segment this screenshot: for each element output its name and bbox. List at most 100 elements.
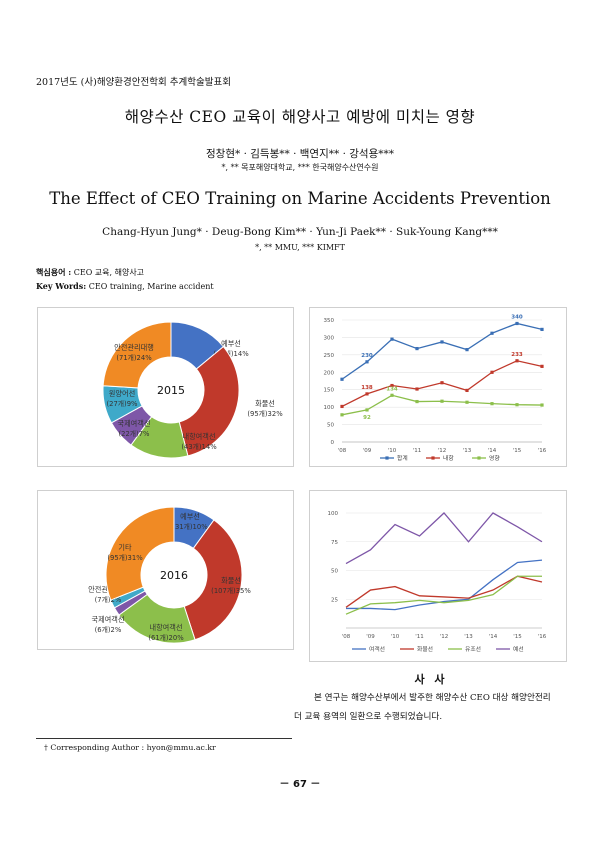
data-point [440,399,444,403]
footnote-divider [36,738,292,739]
slice-label: 원양어선 [109,389,135,398]
donut-center-label: 2016 [160,569,188,582]
series-line [346,559,543,611]
slice-label: 안전관리대행 [114,343,154,352]
data-label: 230 [361,353,373,359]
x-tick-label: '13 [463,448,472,454]
data-point [365,392,369,396]
donut-chart-2016: 예부선(31개)10% 화물선(107개)35% 내항여객선(61개)20% 국제여객… [88,506,251,644]
data-point [465,400,469,404]
data-point [515,359,519,363]
slice-label: 국제여객선 [91,615,124,624]
data-point [540,364,544,368]
paper-title-korean: 해양수산 CEO 교육이 해양사고 예방에 미치는 영향 [124,108,476,126]
acknowledgement-title: 사 사 [414,673,448,686]
authors-english: Chang-Hyun Jung* · Deug-Bong Kim** · Yun… [102,226,498,238]
series-line [341,394,543,416]
data-point [340,404,344,409]
footnote: † Corresponding Author : hyon@mmu.ac.kr [44,743,216,752]
slice-value-label: (43개)14% [181,442,217,451]
keywords-korean-label: 핵심용어 : [36,267,72,277]
chart-panel-line-1: 0 50 100 150 200 250 300 350 '08 '09 '10 '11 '12 '13 '… [309,307,567,467]
legend-label: 영향 [489,454,500,462]
y-tick-label: 300 [324,335,335,341]
data-point [540,403,544,407]
acknowledgement-text: 본 연구는 해양수산부에서 발주한 해양수산 CEO 대상 해양안전리더 교육 … [294,693,551,722]
slice-label: 기타 [118,543,132,552]
donut-slice [183,519,243,641]
x-tick-label: '16 [538,448,547,454]
line-chart-2: 25 50 75 100 '08 '09 '10 '11 '12 '13 '14 '15 '16 여객선 화… [328,511,547,653]
slice-label: 예부선 [180,512,200,521]
data-point [390,393,394,397]
x-tick-label: '08 [338,448,347,454]
legend-marker [431,456,435,460]
legend-label: 내항 [443,454,454,462]
donut-slice [105,506,175,601]
y-tick-label: 50 [327,423,334,429]
chart-panel-2016-donut: 예부선 (31개)10% 화물선 (107개)35% 내항여객선 (61개)20% 국제여객… [37,490,294,650]
data-point [490,331,494,335]
donut-slice [102,321,172,389]
data-point [440,340,444,344]
series-line [345,575,542,615]
slice-label: 화물선 [255,399,275,408]
series-line [345,575,543,608]
data-point [490,402,494,406]
slice-value-label: (42개)14% [213,349,249,358]
y-tick-label: 100 [328,511,339,517]
slice-label: 화물선 [221,576,241,585]
x-tick-label: '09 [366,634,375,640]
legend-label: 예선 [513,645,524,653]
y-tick-label: 200 [324,370,335,376]
slice-value-label: (71개)24% [116,353,152,362]
data-point [390,383,394,388]
data-point [490,370,494,374]
x-tick-label: '12 [440,634,449,640]
y-tick-label: 0 [331,440,335,446]
data-point [415,387,419,391]
x-tick-label: '15 [513,448,522,454]
slice-value-label: (61개)20% [148,633,184,642]
data-label: 138 [361,385,373,391]
y-tick-label: 75 [331,540,338,546]
data-point [465,348,469,352]
conference-header: 2017년도 (사)해양환경안전학회 추계학술발표회 [36,77,231,88]
keywords-korean: 핵심용어 : CEO 교육, 해양사고 [36,267,144,278]
slice-value-label: (107개)35% [211,586,251,595]
keywords-english-label: Key Words: [36,281,87,291]
x-tick-label: '14 [489,634,498,640]
slice-value-label: (22개)7% [119,429,151,438]
data-point [390,337,394,341]
legend-marker [477,456,481,460]
x-tick-label: '14 [488,448,497,454]
data-point [515,321,519,326]
data-point [540,327,544,332]
y-tick-label: 350 [324,318,335,324]
slice-label: 예부선 [221,339,241,348]
data-point [340,377,344,381]
keywords-english: Key Words: CEO training, Marine accident [36,281,214,291]
slice-value-label: (31개)10% [172,522,208,531]
affiliations-english: *, ** MMU, *** KIMFT [255,243,345,252]
data-point [415,346,419,351]
y-tick-label: 250 [324,353,335,359]
paper-title-english: The Effect of CEO Training on Marine Acc… [49,189,551,208]
x-tick-label: '16 [538,634,547,640]
legend-label: 유조선 [465,645,481,653]
data-label: 134 [386,386,398,392]
x-tick-label: '10 [391,634,400,640]
slice-value-label: (95개)31% [107,553,143,562]
data-label: 233 [511,352,523,358]
slice-value-label: (6개)2% [95,625,122,634]
y-tick-label: 150 [324,388,335,394]
data-label: 92 [363,415,371,421]
series-line [345,512,543,565]
x-tick-label: '08 [342,634,351,640]
data-point [415,399,419,404]
data-point [465,388,469,393]
data-point [365,408,369,412]
x-tick-label: '13 [464,634,473,640]
slice-label: 내항여객선 [182,432,215,441]
chart-panel-line-2: 25 50 75 100 '08 '09 '10 '11 '12 '13 '14 '15 '16 여객선 화… [309,490,567,662]
